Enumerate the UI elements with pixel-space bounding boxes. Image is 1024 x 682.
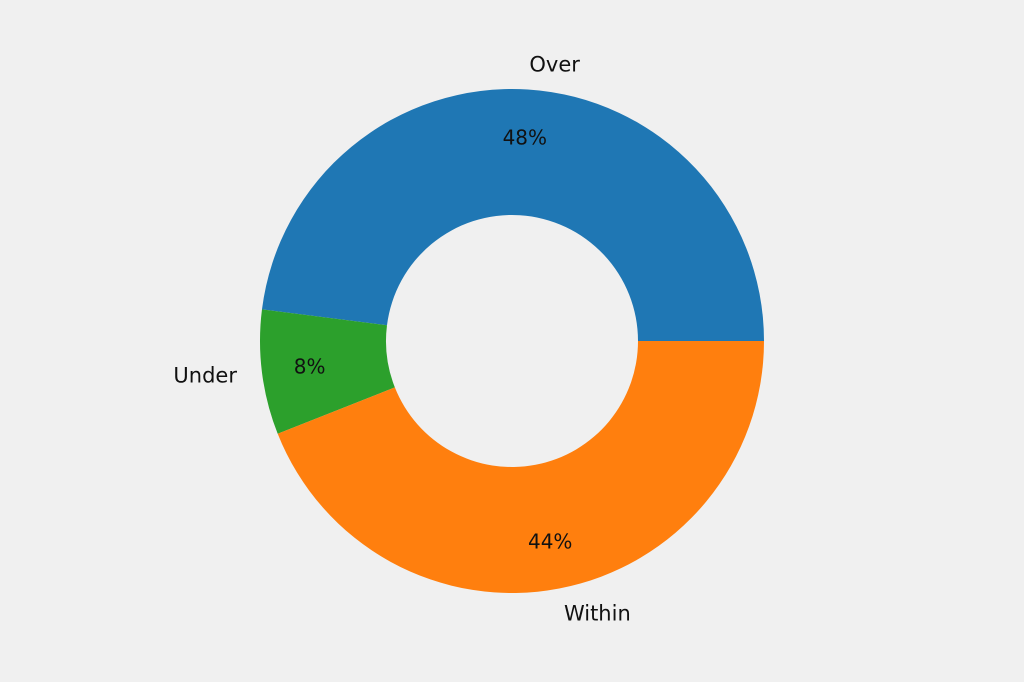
- category-label-under: Under: [173, 364, 237, 388]
- category-label-within: Within: [564, 601, 631, 625]
- slice-over: [261, 88, 765, 341]
- donut-labels: 48% Over 8% Under 44% Within: [173, 52, 630, 625]
- percent-label-within: 44%: [528, 529, 572, 553]
- category-label-over: Over: [529, 52, 580, 76]
- slice-within: [277, 341, 764, 594]
- slice-under: [260, 309, 395, 434]
- donut-slices: [260, 88, 765, 594]
- percent-label-over: 48%: [503, 125, 547, 149]
- percent-label-under: 8%: [294, 355, 326, 379]
